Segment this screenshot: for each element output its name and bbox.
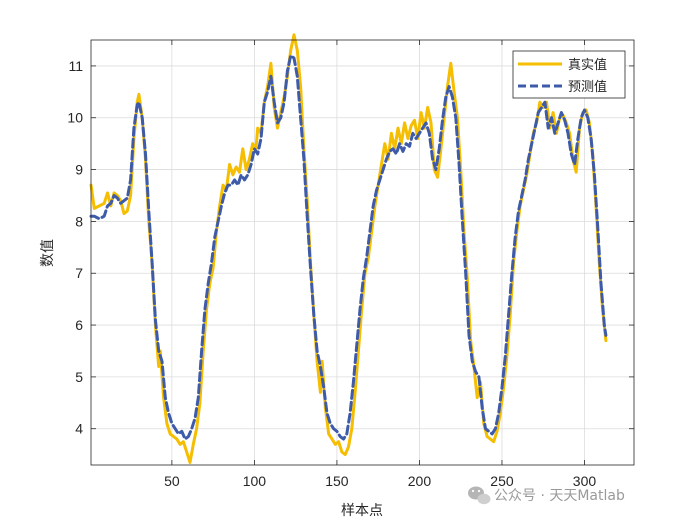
legend-label-predicted: 预测值: [568, 79, 607, 95]
series-line-predicted: [89, 54, 608, 441]
axes-background: [91, 40, 634, 465]
y-tick-label: 5: [75, 369, 83, 385]
legend-box: [512, 50, 626, 99]
x-tick-label: 100: [243, 473, 267, 489]
y-tick-label: 6: [75, 317, 83, 333]
x-axis-label: 样本点: [341, 503, 383, 519]
y-tick-label: 10: [67, 110, 83, 126]
ticks: 50 100 150 200 250 300 4 5 6 7 8 9 10 11: [67, 40, 634, 489]
plot-area: [89, 33, 635, 466]
axes-box: [90, 39, 635, 466]
y-tick-label: 8: [75, 213, 83, 229]
y-axis-label: 数值: [40, 239, 56, 267]
watermark: 公众号 · 天天Matlab: [468, 486, 625, 505]
y-tick-label: 4: [75, 421, 83, 437]
watermark-text: 公众号 · 天天Matlab: [494, 488, 625, 504]
x-tick-label: 50: [164, 473, 180, 489]
grid: [91, 40, 634, 465]
y-tick-label: 9: [75, 162, 83, 178]
x-tick-label: 300: [573, 473, 597, 489]
y-tick-label: 7: [75, 265, 83, 281]
series-layer: [89, 33, 608, 464]
legend: 真实值 预测值: [512, 50, 626, 99]
x-tick-label: 150: [325, 473, 349, 489]
x-tick-label: 200: [408, 473, 432, 489]
x-tick-label: 250: [490, 473, 514, 489]
wechat-icon: [468, 486, 491, 505]
y-tick-label: 11: [68, 58, 83, 74]
legend-label-true: 真实值: [568, 57, 607, 73]
